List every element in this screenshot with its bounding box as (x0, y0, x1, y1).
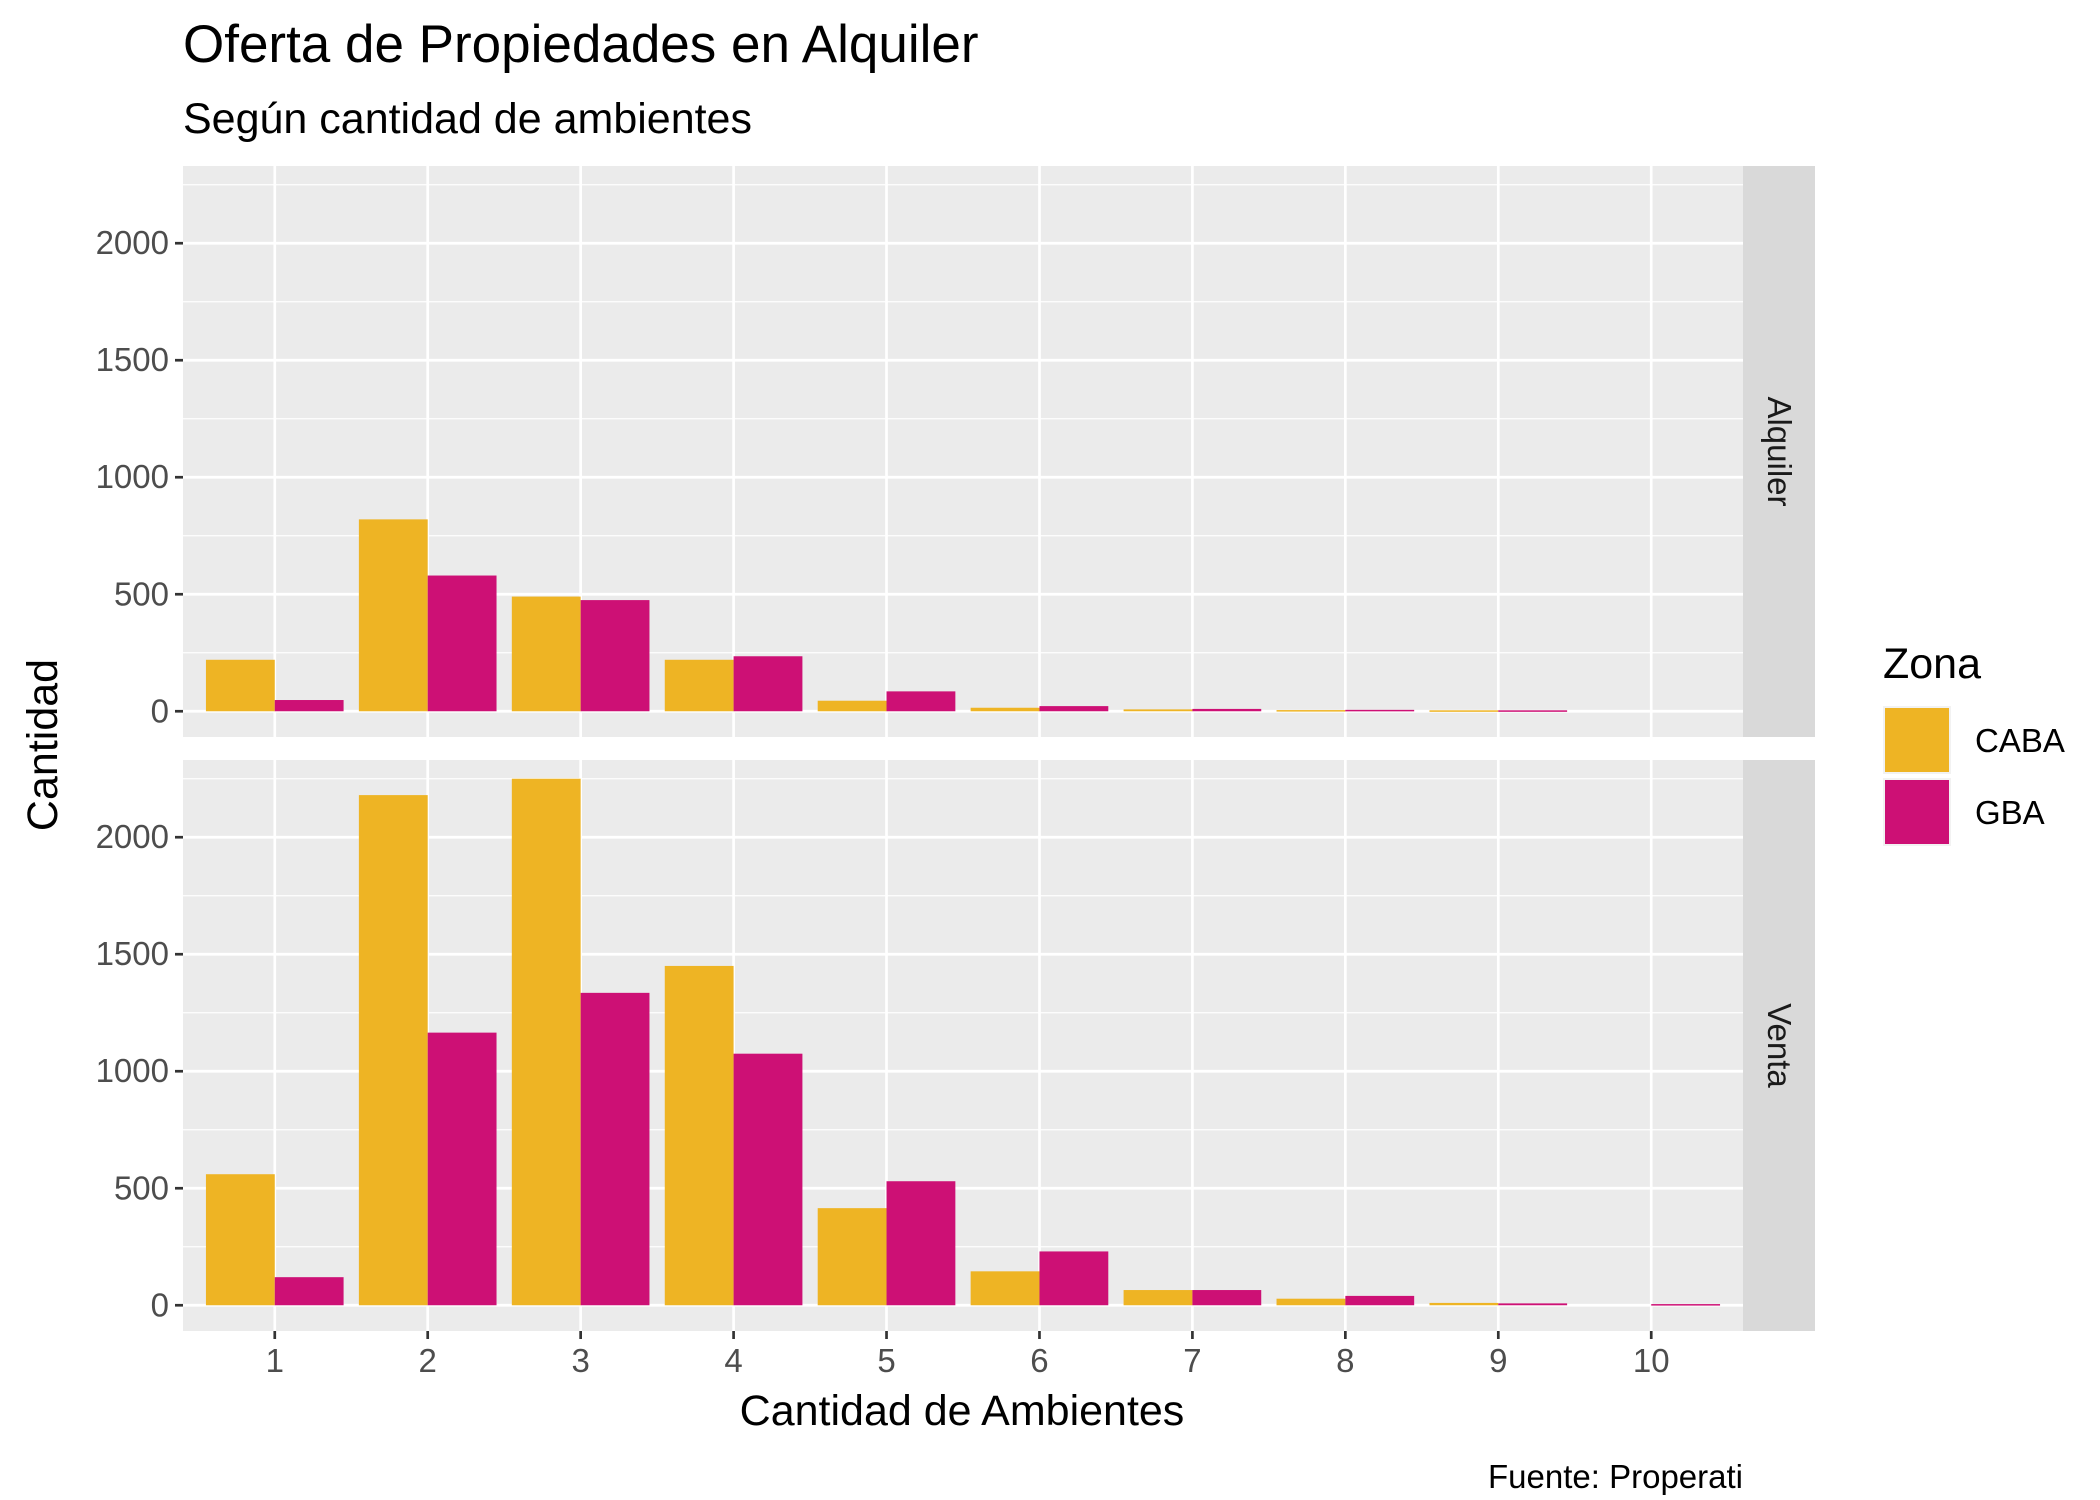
bar-alquiler-gba-8 (1345, 709, 1415, 712)
y-tick-label: 500 (114, 575, 169, 612)
bar-venta-gba-5 (886, 1181, 956, 1306)
bar-venta-gba-3 (580, 992, 650, 1306)
legend-title: Zona (1883, 640, 1981, 688)
bar-venta-gba-1 (274, 1277, 344, 1306)
y-tick-label: 2000 (96, 818, 169, 855)
bar-alquiler-gba-7 (1192, 708, 1262, 712)
bar-alquiler-caba-9 (1429, 710, 1499, 712)
y-tick-label: 0 (151, 692, 169, 729)
bar-venta-caba-9 (1429, 1302, 1499, 1306)
x-tick-label: 8 (1336, 1342, 1354, 1379)
y-tick-label: 1500 (96, 935, 169, 972)
legend-swatch-gba (1885, 780, 1949, 844)
x-tick-label: 4 (724, 1342, 742, 1379)
chart-caption: Fuente: Properati (1488, 1458, 1743, 1495)
legend-swatch-caba (1885, 708, 1949, 772)
y-tick-label: 1500 (96, 341, 169, 378)
bar-alquiler-gba-1 (274, 700, 344, 712)
bar-venta-caba-8 (1276, 1298, 1346, 1306)
bar-venta-gba-4 (733, 1053, 803, 1306)
x-axis-title: Cantidad de Ambientes (740, 1387, 1185, 1435)
bar-venta-caba-3 (511, 778, 581, 1306)
bar-venta-caba-1 (205, 1174, 275, 1306)
bar-alquiler-caba-5 (817, 700, 887, 712)
x-axis: 1 2 3 4 5 6 7 8 9 10 (266, 1331, 1670, 1379)
bar-alquiler-caba-3 (511, 596, 581, 712)
facet-panel-venta: 0 500 1000 1500 2000 Venta (96, 760, 1815, 1331)
facet-strip-label: Venta (1761, 1003, 1798, 1088)
y-tick-label: 2000 (96, 224, 169, 261)
chart-title: Oferta de Propiedades en Alquiler (183, 15, 979, 74)
y-axis-title: Cantidad (19, 659, 67, 831)
facet-strip-label: Alquiler (1761, 396, 1798, 506)
legend-label-caba: CABA (1975, 722, 2065, 759)
bar-alquiler-caba-7 (1123, 709, 1193, 712)
bar-alquiler-caba-2 (358, 519, 428, 712)
bar-venta-gba-10 (1651, 1304, 1721, 1306)
x-tick-label: 3 (571, 1342, 589, 1379)
bar-alquiler-gba-3 (580, 600, 650, 712)
bar-alquiler-gba-9 (1498, 710, 1568, 712)
x-tick-label: 10 (1633, 1342, 1670, 1379)
bar-venta-gba-6 (1039, 1251, 1109, 1306)
bar-alquiler-gba-2 (427, 575, 497, 712)
legend: Zona CABA GBA (1883, 640, 2065, 846)
legend-label-gba: GBA (1975, 794, 2045, 831)
x-tick-label: 5 (877, 1342, 895, 1379)
bar-venta-caba-7 (1123, 1290, 1193, 1306)
bar-venta-caba-5 (817, 1208, 887, 1306)
facet-panels: 0 500 1000 1500 2000 Alquiler 0 500 1000 1500 2000… (96, 166, 1815, 1379)
x-tick-label: 7 (1183, 1342, 1201, 1379)
bar-alquiler-caba-4 (664, 659, 734, 712)
bar-alquiler-caba-8 (1276, 710, 1346, 712)
bar-alquiler-caba-1 (205, 659, 275, 712)
bar-alquiler-gba-5 (886, 691, 956, 712)
bar-venta-caba-6 (970, 1271, 1040, 1306)
bar-venta-gba-7 (1192, 1290, 1262, 1306)
bar-venta-caba-2 (358, 795, 428, 1306)
x-tick-label: 6 (1030, 1342, 1048, 1379)
y-tick-label: 1000 (96, 1052, 169, 1089)
y-tick-label: 0 (151, 1286, 169, 1323)
bar-alquiler-caba-6 (970, 707, 1040, 712)
facet-strip (1743, 760, 1815, 1331)
bar-venta-gba-9 (1498, 1303, 1568, 1306)
y-tick-label: 1000 (96, 458, 169, 495)
x-tick-label: 9 (1489, 1342, 1507, 1379)
facet-strip (1743, 166, 1815, 737)
bar-venta-gba-2 (427, 1032, 497, 1306)
x-tick-label: 2 (419, 1342, 437, 1379)
bar-venta-gba-8 (1345, 1295, 1415, 1306)
bar-venta-caba-4 (664, 965, 734, 1306)
x-tick-label: 1 (266, 1342, 284, 1379)
facet-panel-alquiler: 0 500 1000 1500 2000 Alquiler (96, 166, 1815, 737)
bar-alquiler-gba-4 (733, 656, 803, 712)
y-tick-label: 500 (114, 1169, 169, 1206)
chart-subtitle: Según cantidad de ambientes (183, 95, 752, 143)
bar-alquiler-gba-6 (1039, 706, 1109, 712)
